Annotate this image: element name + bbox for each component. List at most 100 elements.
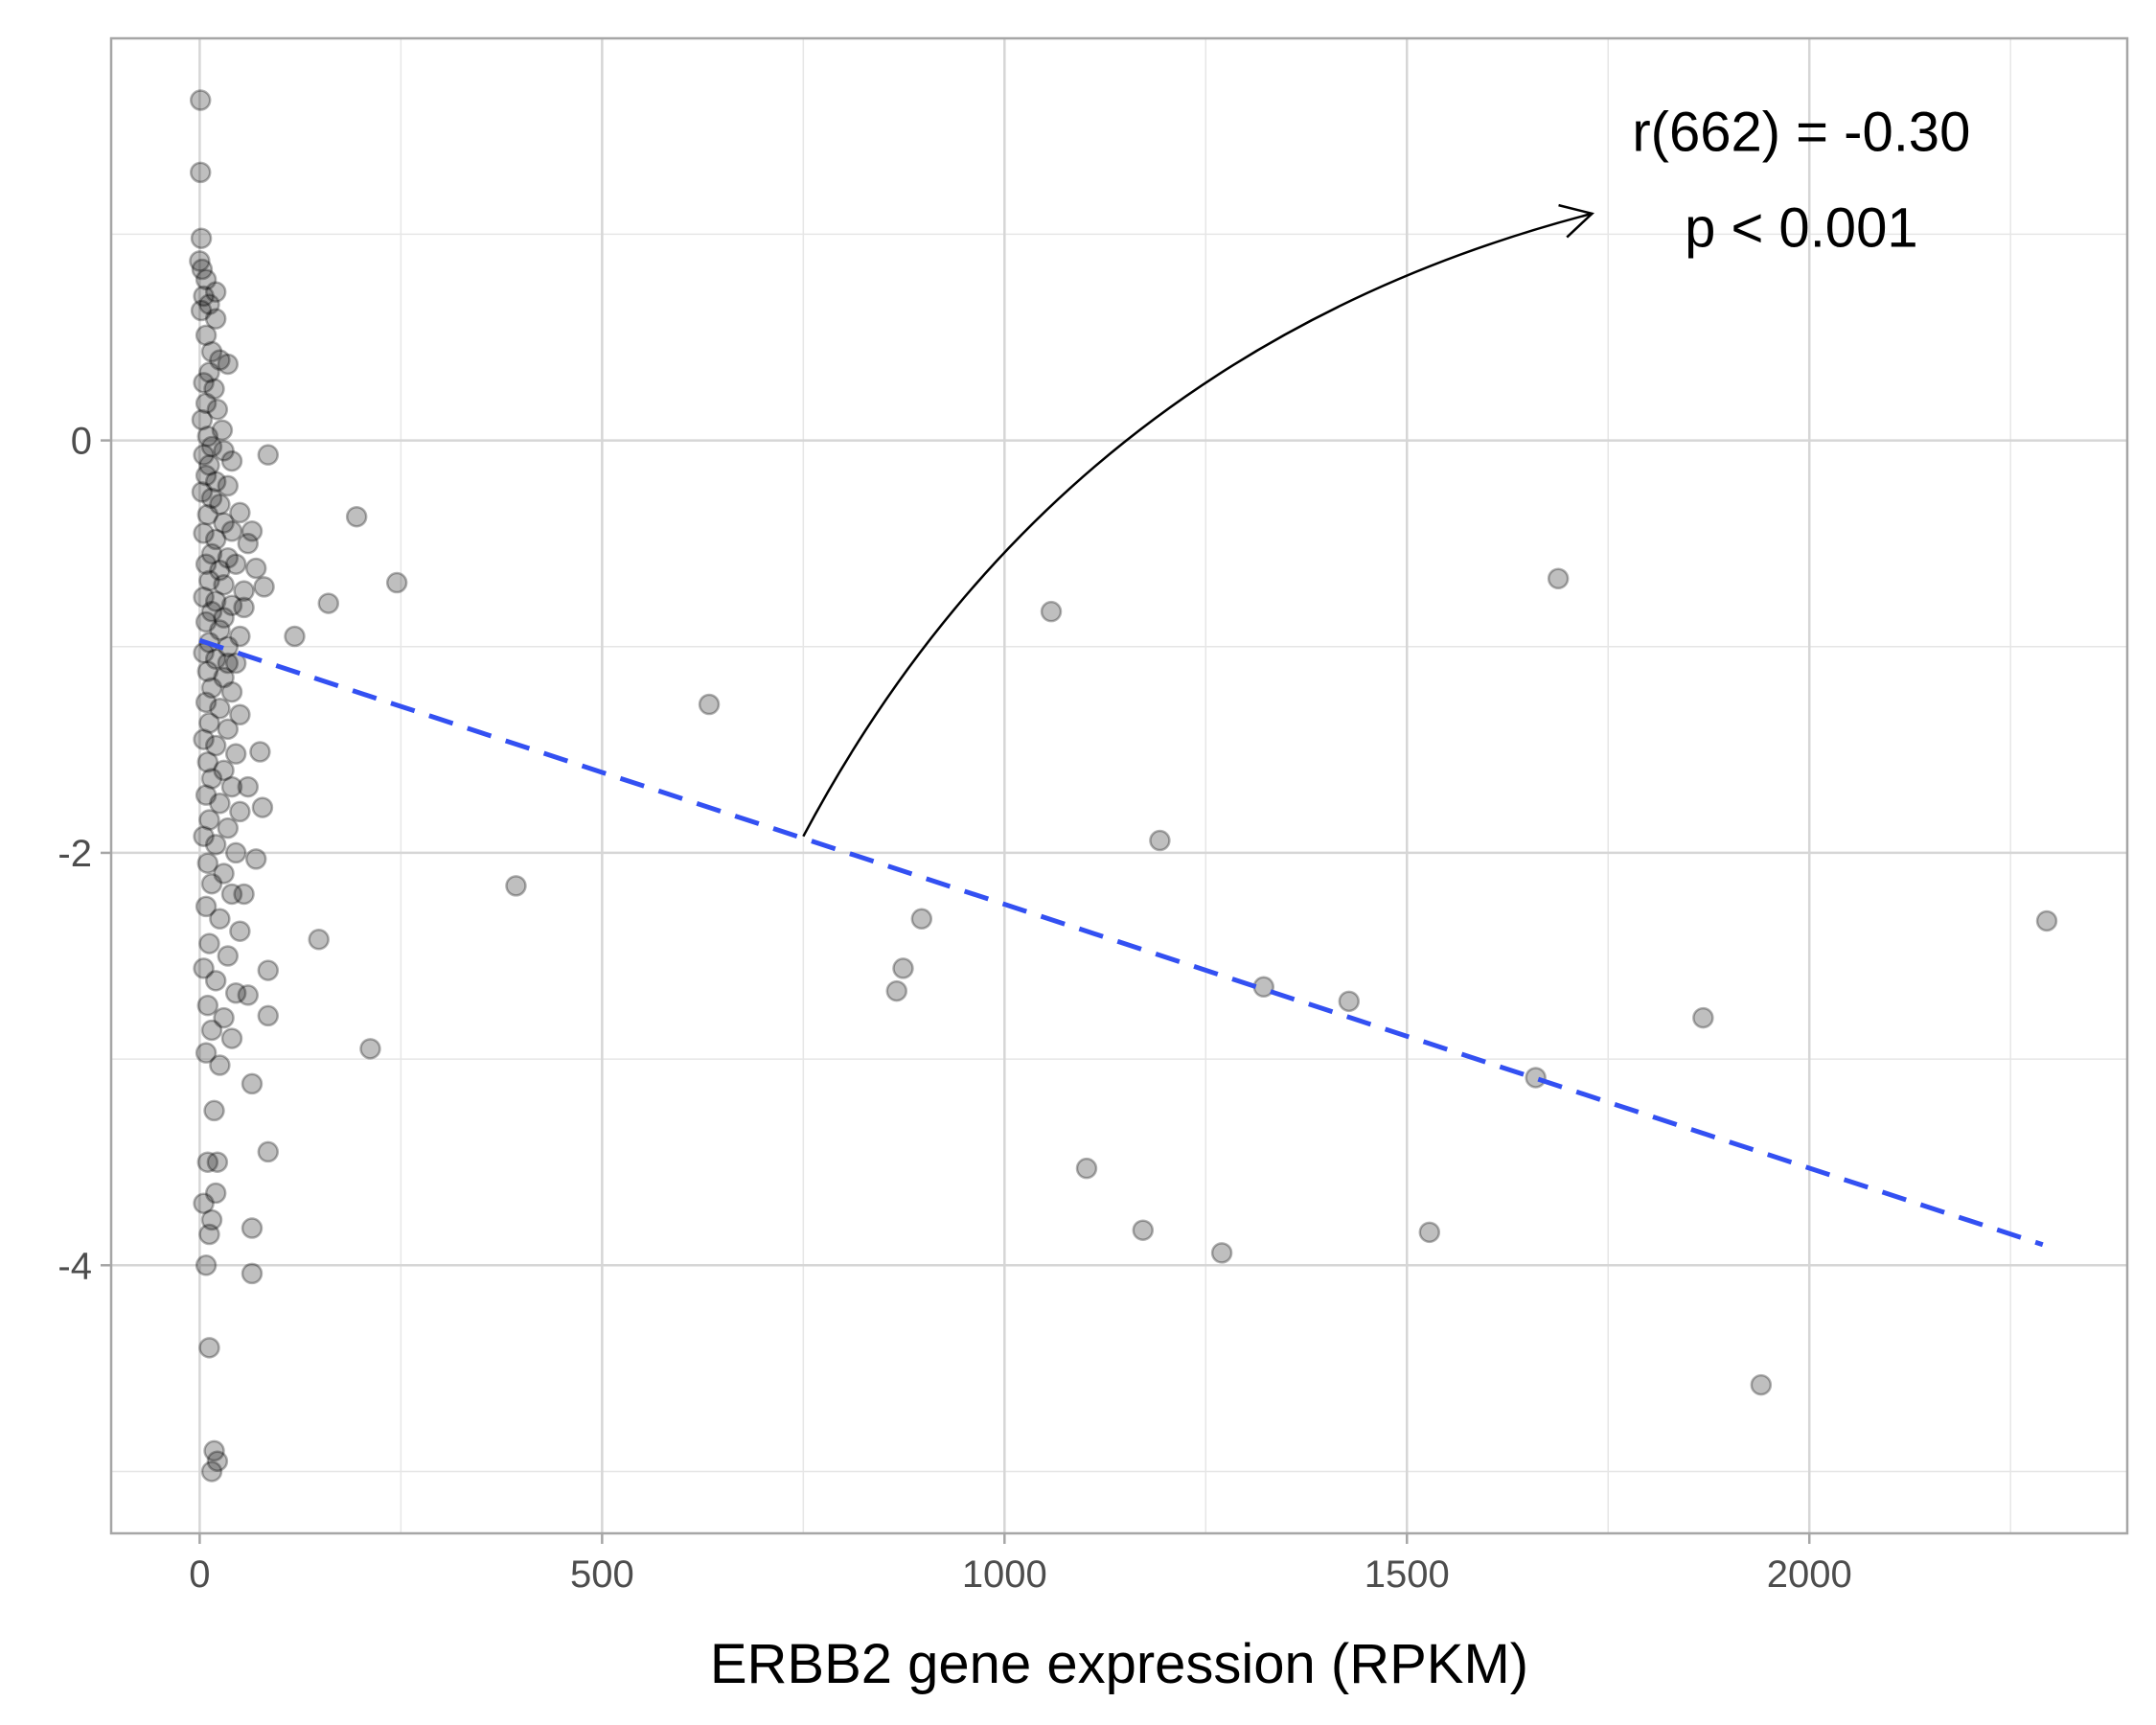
data-point xyxy=(196,751,219,773)
data-point xyxy=(191,258,214,281)
data-point xyxy=(196,852,219,874)
data-point xyxy=(244,557,267,580)
data-point xyxy=(217,652,240,675)
data-point xyxy=(345,505,368,528)
data-point xyxy=(200,340,223,363)
y-tick-label: -2 xyxy=(57,833,92,875)
data-point xyxy=(237,984,260,1006)
data-point xyxy=(195,1254,218,1276)
data-point xyxy=(204,471,227,493)
data-point xyxy=(206,1151,229,1173)
data-point xyxy=(193,586,215,609)
data-point xyxy=(198,569,220,592)
data-point xyxy=(213,512,235,534)
data-point xyxy=(213,1006,235,1029)
data-point xyxy=(251,796,274,818)
data-point xyxy=(237,775,260,798)
data-point xyxy=(200,768,223,790)
data-point xyxy=(198,809,220,831)
data-point xyxy=(213,759,235,782)
data-point xyxy=(198,361,220,383)
data-point xyxy=(195,553,218,575)
data-point xyxy=(317,592,340,614)
data-point xyxy=(193,825,215,847)
data-point xyxy=(193,285,215,308)
data-point xyxy=(189,250,211,272)
data-point xyxy=(196,426,219,448)
data-point xyxy=(209,908,231,931)
data-point xyxy=(209,559,231,582)
annotation-r-value: r(662) = -0.30 xyxy=(1632,101,1970,163)
data-point xyxy=(195,268,218,291)
data-point xyxy=(198,293,220,315)
data-point xyxy=(241,520,264,542)
data-point xyxy=(195,1042,218,1064)
x-tick-label: 1000 xyxy=(962,1553,1047,1596)
data-point xyxy=(193,1192,215,1214)
data-point xyxy=(198,932,220,954)
data-point xyxy=(206,399,229,421)
data-point xyxy=(195,895,218,918)
data-point xyxy=(1547,567,1570,590)
data-point xyxy=(200,1208,223,1231)
data-point xyxy=(220,1027,243,1049)
data-point xyxy=(209,793,231,815)
data-point xyxy=(229,625,251,648)
data-point xyxy=(203,1439,225,1462)
data-point xyxy=(211,419,234,442)
data-point xyxy=(505,875,527,897)
data-point xyxy=(204,281,227,303)
data-point xyxy=(1525,1067,1547,1089)
data-point xyxy=(203,1099,225,1122)
gridlines xyxy=(111,38,2127,1533)
data-point xyxy=(224,841,247,864)
data-point xyxy=(241,1262,264,1285)
data-point xyxy=(257,444,280,466)
x-axis-ticks: 0 500 1000 1500 2000 xyxy=(189,1533,1852,1596)
data-point xyxy=(910,908,933,931)
data-point xyxy=(217,546,240,569)
data-point xyxy=(1149,829,1171,852)
data-point xyxy=(229,703,251,726)
data-point xyxy=(204,970,227,992)
data-point xyxy=(257,1004,280,1027)
data-point xyxy=(217,474,240,497)
data-point xyxy=(385,571,408,594)
data-point xyxy=(257,1140,280,1163)
data-point xyxy=(191,481,214,503)
data-point xyxy=(308,929,330,951)
data-point xyxy=(189,161,212,184)
data-point xyxy=(249,741,271,763)
data-point xyxy=(224,981,247,1004)
data-point xyxy=(195,392,218,415)
data-point xyxy=(233,883,255,906)
y-tick-label: 0 xyxy=(71,421,92,463)
x-tick-label: 0 xyxy=(189,1553,210,1596)
data-point xyxy=(190,299,213,322)
data-point xyxy=(224,743,247,765)
data-point xyxy=(1075,1157,1098,1180)
data-point xyxy=(217,718,240,741)
annotation-arrowhead xyxy=(1558,203,1594,239)
data-point xyxy=(200,435,223,458)
data-point xyxy=(213,666,235,689)
data-point xyxy=(193,372,215,394)
data-point xyxy=(213,573,235,596)
data-point xyxy=(284,625,306,648)
data-point xyxy=(244,848,267,870)
data-point xyxy=(190,227,213,249)
data-point xyxy=(209,698,231,720)
data-point xyxy=(224,553,247,575)
data-point xyxy=(237,532,260,555)
data-point xyxy=(220,520,243,542)
y-axis-ticks: 0 -2 -4 xyxy=(57,421,111,1287)
data-point xyxy=(200,600,223,623)
annotation: r(662) = -0.30 p < 0.001 xyxy=(802,101,1970,838)
panel-border xyxy=(109,36,2129,1535)
data-point xyxy=(220,775,243,798)
data-point xyxy=(196,660,219,682)
data-point xyxy=(217,816,240,840)
data-point xyxy=(213,862,235,885)
panel-background xyxy=(111,38,2127,1533)
